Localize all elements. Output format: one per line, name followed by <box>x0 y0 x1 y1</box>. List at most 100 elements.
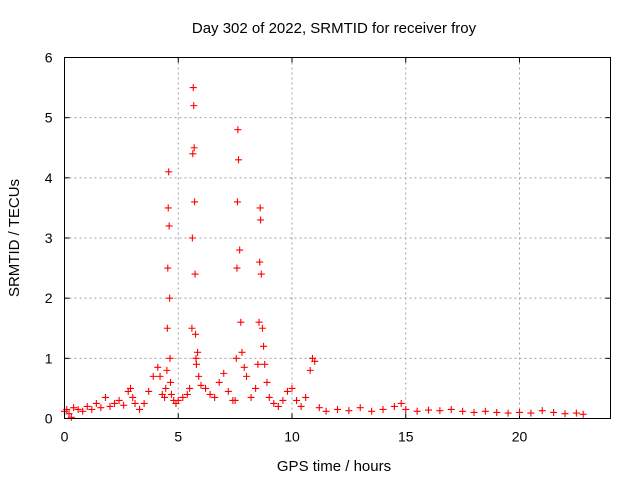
data-point <box>174 396 182 404</box>
data-point <box>263 378 271 386</box>
data-point <box>247 393 255 401</box>
x-tick-label: 20 <box>512 429 528 445</box>
data-point <box>120 401 128 409</box>
data-point <box>243 372 250 380</box>
data-point <box>167 378 175 386</box>
data-point <box>145 387 153 395</box>
data-point <box>232 354 240 362</box>
data-point <box>315 404 323 412</box>
data-point <box>252 384 260 392</box>
data-point <box>220 369 228 377</box>
data-point <box>561 410 569 418</box>
data-point <box>156 372 164 380</box>
data-point <box>240 363 248 371</box>
data-point <box>195 372 203 380</box>
data-point <box>238 348 246 356</box>
data-point <box>186 384 194 392</box>
chart-title: Day 302 of 2022, SRMTID for receiver fro… <box>192 20 477 37</box>
data-point <box>322 407 330 415</box>
data-point <box>258 324 266 332</box>
data-point <box>163 366 171 374</box>
data-point <box>192 360 200 368</box>
data-point <box>191 198 199 206</box>
plot-frame <box>64 57 611 419</box>
data-point <box>311 357 319 365</box>
data-point <box>425 406 432 414</box>
data-point <box>493 408 501 416</box>
data-point <box>233 198 241 206</box>
data-point <box>436 407 444 415</box>
x-tick-label: 15 <box>398 429 414 445</box>
y-tick-label: 2 <box>45 290 53 306</box>
y-tick-label: 4 <box>45 170 53 186</box>
data-point <box>235 156 243 164</box>
data-point <box>154 363 162 371</box>
data-point <box>149 372 157 380</box>
data-point <box>390 402 398 410</box>
data-point <box>397 399 405 407</box>
data-point <box>256 258 264 266</box>
data-point <box>191 270 199 278</box>
data-point <box>470 408 478 416</box>
data-point <box>165 222 173 230</box>
data-point <box>190 102 198 110</box>
data-point <box>237 318 245 326</box>
data-point <box>188 234 196 242</box>
data-point <box>106 402 114 410</box>
data-point <box>206 390 214 398</box>
data-point <box>131 399 139 407</box>
data-point <box>136 405 144 413</box>
data-point <box>256 204 264 212</box>
data-point <box>161 393 169 401</box>
data-points <box>61 84 587 421</box>
data-point <box>79 407 87 415</box>
data-point <box>270 399 278 407</box>
data-point <box>215 378 223 386</box>
data-point <box>265 393 273 401</box>
data-point <box>297 402 305 410</box>
data-point <box>197 381 205 389</box>
data-point <box>92 399 100 407</box>
data-point <box>334 405 341 413</box>
data-point <box>572 409 580 417</box>
data-point <box>65 410 73 418</box>
x-tick-label: 10 <box>284 429 300 445</box>
data-point <box>88 405 96 413</box>
data-point <box>83 402 91 410</box>
x-tick-label: 0 <box>61 429 69 445</box>
x-tick-label: 5 <box>174 429 182 445</box>
data-point <box>379 405 387 413</box>
data-point <box>233 264 241 272</box>
y-tick-label: 5 <box>45 110 53 126</box>
y-tick-label: 0 <box>45 411 53 427</box>
grid-layer <box>64 57 611 419</box>
data-point <box>413 407 421 415</box>
x-axis-label: GPS time / hours <box>277 458 391 475</box>
data-point <box>504 409 512 417</box>
data-point <box>126 384 134 392</box>
data-point <box>368 407 376 415</box>
data-point <box>111 399 119 407</box>
data-point <box>261 360 269 368</box>
data-point <box>224 387 232 395</box>
data-point <box>459 407 467 415</box>
data-point <box>162 384 170 392</box>
data-point <box>211 393 219 401</box>
data-point <box>163 324 171 332</box>
tick-layer: 0 5 10 15 20 0 1 2 3 4 5 6 <box>45 50 611 445</box>
data-point <box>234 126 242 134</box>
data-point <box>115 396 123 404</box>
data-point <box>188 324 196 332</box>
data-point <box>183 390 191 398</box>
data-point <box>179 393 187 401</box>
data-point <box>257 216 265 224</box>
data-point <box>279 396 287 404</box>
data-point <box>481 407 489 415</box>
data-point <box>189 150 197 158</box>
data-point <box>164 264 172 272</box>
data-point <box>166 294 174 302</box>
data-point <box>283 387 291 395</box>
data-point <box>202 384 210 392</box>
data-point <box>129 393 137 401</box>
